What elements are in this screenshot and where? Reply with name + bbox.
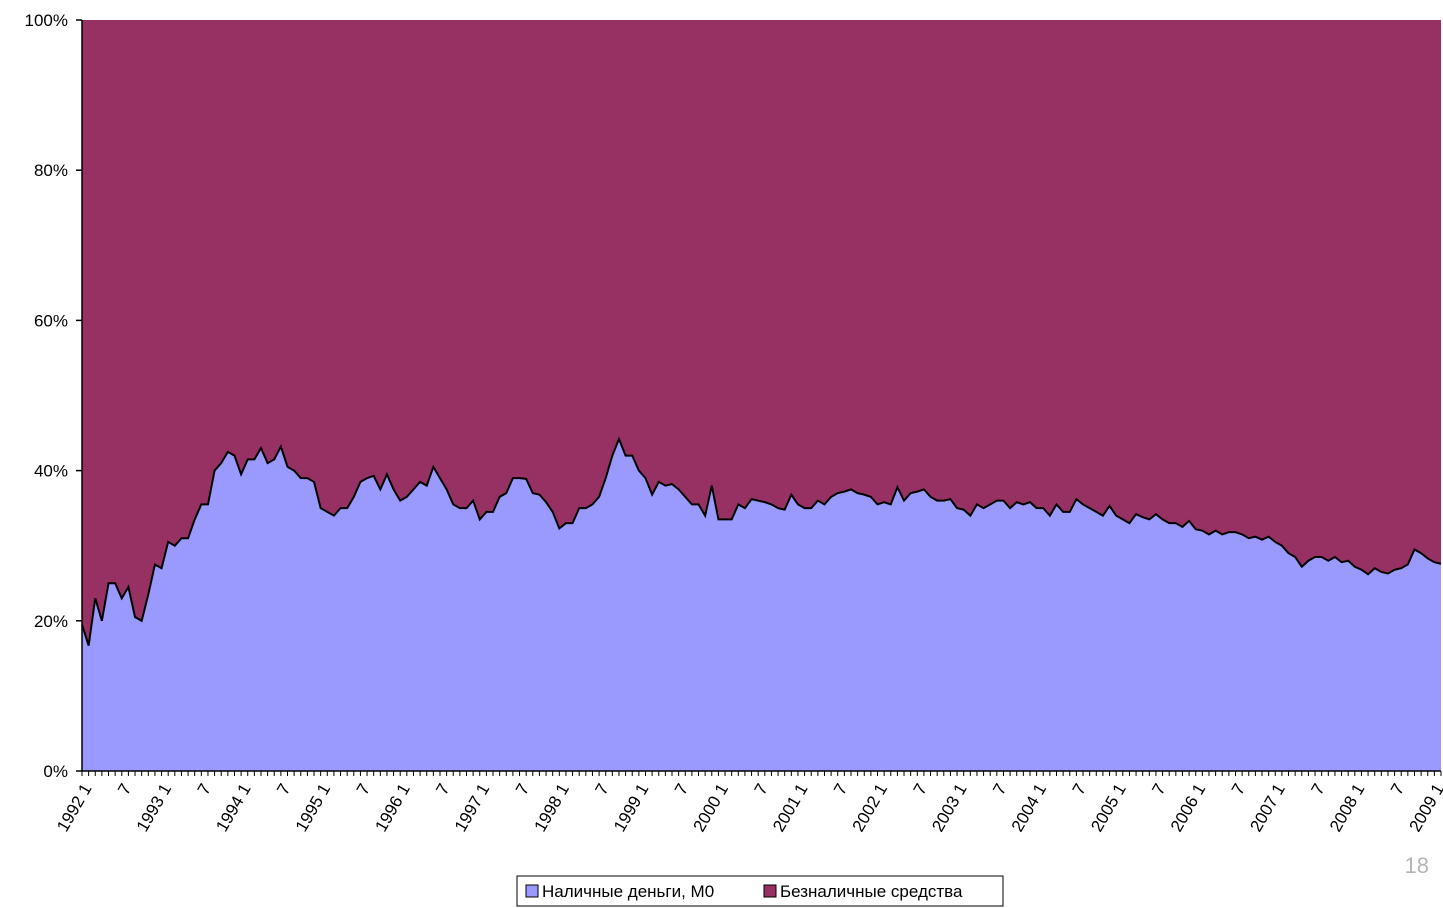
x-tick-label: 7 <box>1387 780 1408 798</box>
x-tick-label: 7 <box>512 780 533 798</box>
x-tick-label: 7 <box>1228 780 1249 798</box>
x-tick-label: 2006 1 <box>1167 780 1209 835</box>
y-tick-label: 80% <box>34 161 68 180</box>
x-tick-label: 7 <box>114 780 135 798</box>
x-tick-label: 7 <box>194 780 215 798</box>
legend: Наличные деньги, М0 Безналичные средства <box>516 875 1004 907</box>
x-tick-label: 2009 1 <box>1406 780 1443 835</box>
x-tick-label: 2008 1 <box>1326 780 1368 835</box>
x-tick-label: 1998 1 <box>530 780 572 835</box>
legend-swatch-noncash <box>763 884 777 898</box>
x-tick-label: 7 <box>353 780 374 798</box>
x-tick-label: 2007 1 <box>1246 780 1288 835</box>
m0-area-series <box>82 439 1441 771</box>
x-tick-label: 7 <box>910 780 931 798</box>
x-tick-label: 2002 1 <box>849 780 891 835</box>
y-tick-label: 40% <box>34 462 68 481</box>
legend-swatch-m0 <box>525 884 539 898</box>
y-tick-label: 100% <box>25 11 68 30</box>
x-tick-label: 1993 1 <box>133 780 175 835</box>
x-tick-label: 2003 1 <box>928 780 970 835</box>
x-tick-label: 7 <box>1307 780 1328 798</box>
y-axis: 0% 20% 40% 60% 80% 100% <box>25 11 83 781</box>
x-tick-label: 2004 1 <box>1008 780 1050 835</box>
x-tick-label: 1992 1 <box>53 780 95 835</box>
x-tick-label: 7 <box>830 780 851 798</box>
y-tick-label: 60% <box>34 311 68 330</box>
x-tick-label: 7 <box>989 780 1010 798</box>
x-tick-label: 1996 1 <box>371 780 413 835</box>
legend-box <box>516 875 1004 907</box>
x-tick-label: 2005 1 <box>1087 780 1129 835</box>
y-tick-label: 20% <box>34 612 68 631</box>
x-tick-label: 7 <box>432 780 453 798</box>
x-tick-label: 7 <box>1069 780 1090 798</box>
legend-label-noncash: Безналичные средства <box>780 882 963 901</box>
legend-label-m0: Наличные деньги, М0 <box>542 882 714 901</box>
x-tick-label: 1995 1 <box>292 780 334 835</box>
x-tick-label: 1999 1 <box>610 780 652 835</box>
series-boundary-line <box>81 436 1442 646</box>
x-tick-label: 1997 1 <box>451 780 493 835</box>
x-tick-label: 7 <box>671 780 692 798</box>
x-tick-label: 7 <box>592 780 613 798</box>
x-tick-label: 2000 1 <box>690 780 732 835</box>
x-tick-label: 7 <box>1148 780 1169 798</box>
y-tick-label: 0% <box>43 762 68 781</box>
plot-area <box>81 20 1442 771</box>
page-number: 18 <box>1404 853 1429 878</box>
x-tick-label: 7 <box>273 780 294 798</box>
x-tick-label: 7 <box>751 780 772 798</box>
x-tick-label: 1994 1 <box>212 780 254 835</box>
x-tick-label: 2001 1 <box>769 780 811 835</box>
